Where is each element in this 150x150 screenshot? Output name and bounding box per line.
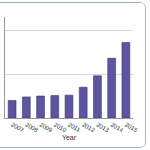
- svg-text:2009: 2009: [39, 121, 54, 133]
- svg-text:2013: 2013: [95, 121, 110, 133]
- svg-text:2015: 2015: [124, 121, 139, 133]
- svg-text:2008: 2008: [24, 121, 39, 133]
- svg-text:2012: 2012: [81, 121, 96, 133]
- svg-text:Year: Year: [62, 134, 77, 141]
- svg-text:2007: 2007: [10, 121, 25, 133]
- svg-text:2010: 2010: [53, 121, 68, 133]
- svg-text:2011: 2011: [67, 121, 82, 133]
- svg-text:2014: 2014: [110, 121, 125, 133]
